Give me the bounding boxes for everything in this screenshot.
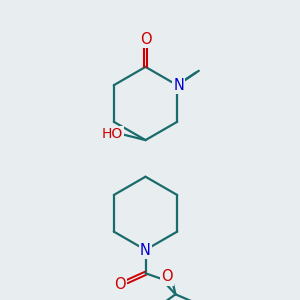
Text: O: O [161, 269, 173, 284]
Text: N: N [173, 78, 184, 93]
Text: O: O [140, 32, 151, 47]
Text: HO: HO [102, 127, 123, 141]
Text: N: N [140, 243, 151, 258]
Text: O: O [115, 277, 126, 292]
